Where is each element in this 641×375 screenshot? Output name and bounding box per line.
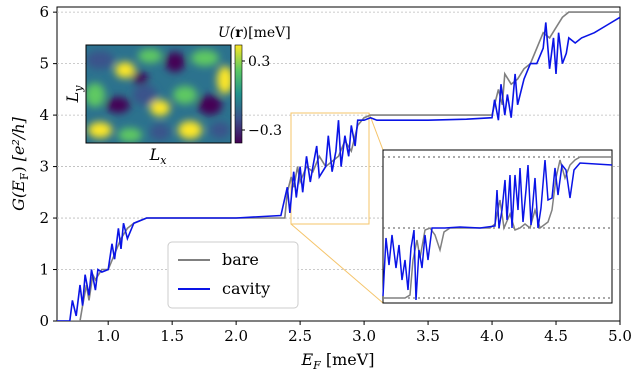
- series-line-cavity: [57, 16, 620, 321]
- colorbar: [234, 44, 243, 144]
- colorbar-title: U(r)[meV]: [218, 25, 291, 41]
- x-tick-label: 2.0: [224, 327, 248, 345]
- x-tick-label: 1.0: [96, 327, 120, 345]
- plot-frame: [56, 6, 621, 322]
- y-tick-label: 0: [39, 312, 49, 330]
- colorbar-tick-label-bottom: −0.3: [248, 123, 282, 139]
- inset-x-label: Lx: [149, 145, 168, 167]
- y-tick-label: 1: [39, 261, 49, 279]
- legend-label-bare: bare: [222, 250, 259, 269]
- x-tick-label: 3.0: [352, 327, 376, 345]
- y-tick-label: 4: [39, 106, 49, 124]
- y-tick-label: 6: [39, 3, 49, 21]
- legend-label-cavity: cavity: [222, 279, 270, 298]
- y-ticks: 0 1 2 3 4 5 6: [39, 3, 57, 330]
- x-tick-label: 2.5: [288, 327, 312, 345]
- zoom-connector-top: [368, 112, 384, 151]
- x-tick-label: 5.0: [608, 327, 632, 345]
- x-tick-label: 1.5: [160, 327, 184, 345]
- y-axis-label: G(EF) [e²/h]: [9, 116, 31, 211]
- x-axis-label: EF [meV]: [300, 350, 374, 372]
- legend-box: [167, 241, 299, 309]
- legend: bare cavity: [167, 241, 299, 309]
- y-tick-label: 2: [39, 209, 49, 227]
- y-tick-label: 3: [39, 158, 49, 176]
- zoom-box: [290, 112, 370, 225]
- zoom-inset-line-bare: [383, 156, 612, 299]
- x-tick-label: 3.5: [416, 327, 440, 345]
- zoom-indicator: [290, 112, 384, 304]
- heatmap-frame: [85, 44, 232, 144]
- potential-heatmap: [86, 49, 231, 142]
- y-tick-label: 5: [39, 55, 49, 73]
- zoom-connector-bottom: [290, 223, 384, 304]
- x-ticks: 1.0 1.5 2.0 2.5 3.0 3.5 4.0 4.5 5.0: [96, 321, 632, 345]
- colorbar-tick-label-top: 0.3: [248, 54, 270, 70]
- x-tick-label: 4.0: [480, 327, 504, 345]
- zoom-inset-line-cavity: [382, 159, 613, 301]
- inset-y-label: Ly: [63, 85, 85, 104]
- zoom-inset: [382, 149, 613, 304]
- x-tick-label: 4.5: [544, 327, 568, 345]
- potential-inset: Lx Ly 0.3 −0.3 U(r)[meV]: [63, 25, 291, 167]
